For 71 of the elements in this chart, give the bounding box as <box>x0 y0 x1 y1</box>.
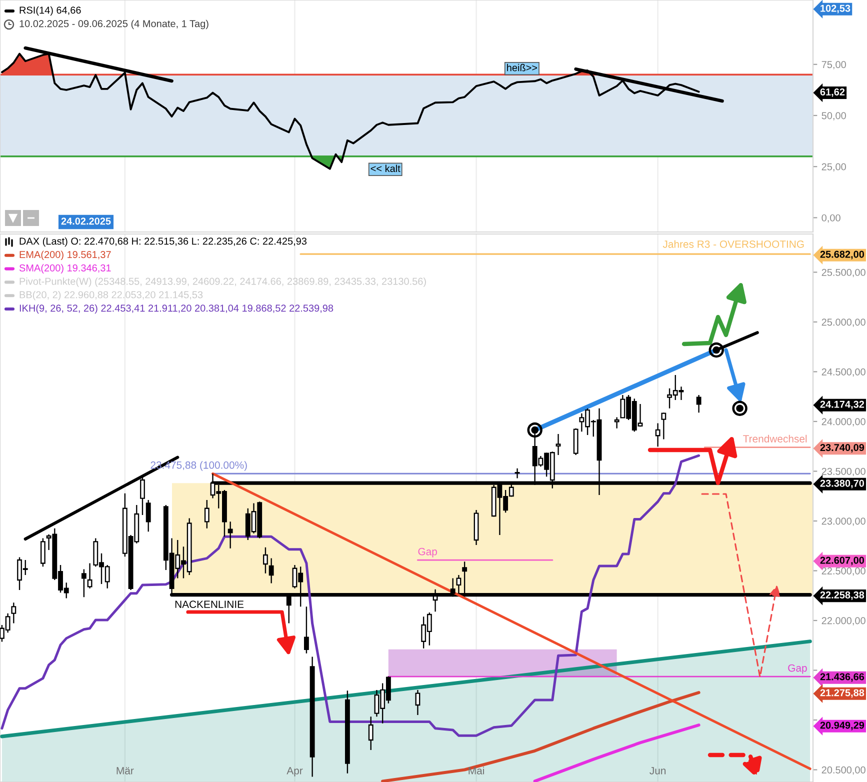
legend-label: IKH(9, 26, 52, 26) 22.453,41 21.911,20 20.381,04 19.868,52 22.539,98 <box>20 304 334 314</box>
y2-tick-label: 61,62 <box>820 88 845 97</box>
candlestick <box>368 716 374 751</box>
ref-line-label: << kalt <box>370 164 400 172</box>
y-tick-label: 25.500,00 <box>822 268 866 278</box>
annotation: Jahres R3 - OVERSHOOTING <box>662 240 804 248</box>
candlestick <box>204 499 210 529</box>
x-tick-label: Mai <box>468 766 484 774</box>
annotation: NACKENLINIE <box>175 600 244 608</box>
legend-label: EMA(200) 19.561,37 <box>20 250 111 260</box>
y-tick-label: 75,00 <box>822 61 846 70</box>
candlestick <box>556 433 561 456</box>
point <box>732 400 748 416</box>
candlestick <box>573 428 578 456</box>
candlestick <box>661 412 666 440</box>
ref-line-label: heiß>> <box>507 64 538 72</box>
legend-label: SMA(200) 19.346,31 <box>19 264 111 274</box>
x-tick-label: Jun <box>650 767 666 774</box>
candlestick <box>40 538 46 568</box>
y-tick-label: 20.500,00 <box>822 766 866 775</box>
candlestick <box>415 689 420 716</box>
y2-tick-label: 23.740,09 <box>820 444 864 453</box>
candlestick <box>304 606 309 654</box>
candlestick <box>81 568 86 598</box>
annotation: Trendwechsel <box>743 434 807 443</box>
y-tick-label: 22.000,00 <box>822 617 866 626</box>
y-tick-label: 24.000,00 <box>822 418 866 426</box>
y-tick-label: 22.500,00 <box>822 567 866 576</box>
candlestick <box>87 562 92 589</box>
y-tick-label: 23.000,00 <box>822 518 866 526</box>
candlestick <box>310 656 315 778</box>
candlestick <box>614 416 620 429</box>
candlestick <box>696 394 702 414</box>
x-tick-label: Mär <box>116 767 134 774</box>
candlestick <box>146 499 151 532</box>
candlestick <box>263 546 268 574</box>
candlestick <box>268 558 274 584</box>
y2-tick-label: 23.380,70 <box>820 480 864 488</box>
y-tick-label: 25.000,00 <box>822 318 866 327</box>
y-tick-label: 0,00 <box>822 214 840 223</box>
y2-tick-label: 22.607,00 <box>820 556 864 566</box>
y2-tick-label: 20.949,29 <box>820 722 864 730</box>
candlestick <box>11 602 16 624</box>
x-tick-label: Apr <box>286 767 303 776</box>
y-tick-label: 50,00 <box>822 112 846 120</box>
candlestick <box>514 468 520 479</box>
line-series <box>381 691 700 782</box>
legend-label: RSI(14) 64,66 <box>20 6 81 16</box>
text: 10.02.2025 - 09.06.2025 (4 Monate, 1 Tag) <box>20 20 208 30</box>
y-tick-label: 23.500,00 <box>822 468 866 476</box>
line-series <box>0 454 700 737</box>
candlestick <box>140 476 145 516</box>
y2-tick-label: 25.682,00 <box>820 250 864 260</box>
chart-title: DAX (Last) O: 22.470,68 H: 22.515,36 L: 22.235,26 C: 22.425,93 <box>20 237 307 247</box>
candlestick <box>474 509 479 546</box>
y2-tick-label: 21.275,88 <box>820 689 864 698</box>
candlestick <box>228 521 233 549</box>
candlestick <box>655 422 660 448</box>
annotation: Gap <box>788 664 807 674</box>
y2-tick-label: 102,53 <box>820 4 850 14</box>
y-tick-label: 24.500,00 <box>822 368 866 377</box>
candlestick <box>344 690 350 774</box>
y2-tick-label: 22.258,38 <box>820 591 864 600</box>
line-series <box>533 724 700 782</box>
annotation: Gap <box>418 548 437 558</box>
point <box>527 422 542 438</box>
annotation: 24.02.2025 <box>61 218 111 225</box>
y2-tick-label: 24.174,32 <box>820 400 864 410</box>
point <box>708 342 724 358</box>
y2-tick-label: 21.436,66 <box>820 673 864 682</box>
y-tick-label: 25,00 <box>822 163 846 172</box>
